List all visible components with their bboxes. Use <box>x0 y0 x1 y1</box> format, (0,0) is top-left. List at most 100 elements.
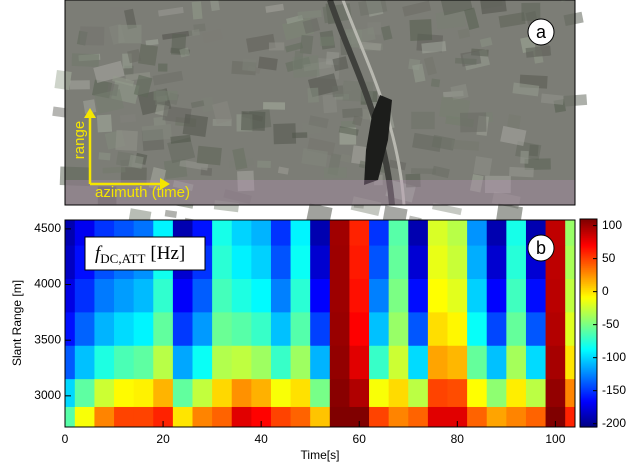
y-tick-label: 4500 <box>34 221 61 235</box>
heat-cell <box>467 312 488 347</box>
field <box>535 43 550 57</box>
field <box>152 70 184 86</box>
panel-label: b <box>536 238 546 258</box>
colorbar-tick-label: -200 <box>602 416 626 430</box>
field <box>54 69 72 91</box>
range-label: range <box>71 121 88 159</box>
colorbar-swatch <box>580 241 597 244</box>
colorbar-swatch <box>580 333 597 336</box>
heat-cell <box>74 406 95 428</box>
field <box>277 166 289 175</box>
field <box>507 114 522 130</box>
heat-cell <box>369 220 390 247</box>
field <box>498 12 526 28</box>
colorbar-swatch <box>580 347 597 350</box>
colorbar-swatch <box>580 239 597 242</box>
heat-cell <box>506 312 527 347</box>
heat-cell <box>506 345 527 380</box>
heat-cell <box>525 379 547 408</box>
colorbar-swatch <box>580 263 597 266</box>
colorbar-frame <box>579 218 598 428</box>
colorbar-swatch <box>580 311 597 314</box>
colorbar-swatch <box>580 261 597 264</box>
field <box>431 134 456 151</box>
heat-cell <box>467 406 488 428</box>
field <box>257 160 271 168</box>
colorbar-swatch <box>580 357 597 360</box>
colorbar-tick-label: 50 <box>602 251 616 265</box>
heat-cell <box>388 406 409 428</box>
heat-cell <box>427 379 448 408</box>
field <box>380 25 393 41</box>
colorbar-swatch <box>580 381 597 384</box>
heat-cell <box>486 220 507 247</box>
heat-cell <box>114 345 135 380</box>
heat-cell <box>427 345 448 380</box>
field <box>158 63 168 72</box>
heat-cell <box>545 345 566 380</box>
heat-cell <box>310 245 331 280</box>
field <box>172 180 194 192</box>
heat-cell <box>114 278 135 313</box>
heat-cell <box>388 220 409 247</box>
colorbar-label-box <box>84 236 206 271</box>
heat-cell <box>467 245 488 280</box>
field <box>52 106 69 118</box>
x-axis-title: Time[s] <box>301 448 340 462</box>
heat-cell <box>329 406 350 428</box>
heat-cell <box>192 379 213 408</box>
colorbar-swatch <box>580 329 597 332</box>
heat-cell <box>192 406 213 428</box>
colorbar-swatch <box>580 293 597 296</box>
colorbar-swatch <box>580 343 597 346</box>
colorbar-swatch <box>580 285 597 288</box>
field <box>127 48 142 64</box>
heat-cell <box>369 245 390 280</box>
heat-cell <box>427 312 448 347</box>
heat-cell <box>231 379 252 408</box>
field <box>563 11 584 26</box>
heat-cell <box>290 406 311 428</box>
field <box>520 150 529 164</box>
heat-cell <box>172 345 193 380</box>
heat-cell <box>153 312 174 347</box>
field <box>402 0 432 17</box>
colorbar-swatch <box>580 337 597 340</box>
colorbar-swatch <box>580 289 597 292</box>
unit: [Hz] <box>150 243 185 264</box>
colorbar-swatch <box>580 319 597 322</box>
colorbar-swatch <box>580 365 597 368</box>
field <box>98 152 111 161</box>
field <box>440 0 473 16</box>
heat-cell <box>290 220 311 247</box>
heat-cell <box>388 379 409 408</box>
colorbar-swatch <box>580 399 597 402</box>
colorbar-swatch <box>580 413 597 416</box>
field <box>209 0 220 12</box>
heat-cell <box>270 406 292 428</box>
heat-cell <box>369 406 390 428</box>
field <box>110 6 130 21</box>
colorbar-swatch <box>580 229 597 232</box>
heat-cell <box>447 220 468 247</box>
heat-cell <box>231 220 252 247</box>
x-tick-label: 80 <box>451 432 465 446</box>
heat-cell <box>251 278 272 313</box>
field <box>521 2 541 21</box>
colorbar-swatch <box>580 405 597 408</box>
colorbar-swatch <box>580 349 597 352</box>
heat-cell <box>270 278 292 313</box>
heat-cell <box>192 312 213 347</box>
heat-cell <box>349 220 370 247</box>
heat-cell <box>65 220 76 247</box>
colorbar-swatch <box>580 303 597 306</box>
heat-cell <box>310 220 331 247</box>
colorbar-swatch <box>580 267 597 270</box>
colorbar-swatch <box>580 355 597 358</box>
field <box>480 0 507 15</box>
colorbar-swatch <box>580 425 597 428</box>
heat-cell <box>212 220 233 247</box>
heat-cell <box>408 278 429 313</box>
heat-cell <box>427 278 448 313</box>
field <box>200 96 215 113</box>
